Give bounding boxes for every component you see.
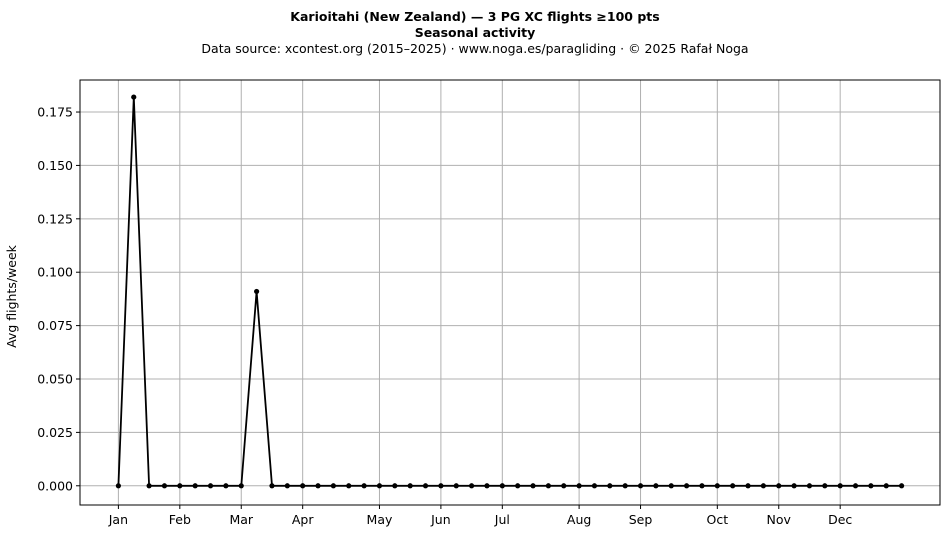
x-tick-label: Apr [292, 512, 314, 527]
data-point [591, 483, 598, 489]
data-point [515, 483, 521, 489]
data-point [530, 483, 536, 489]
x-axis-ticks: Jan Feb Mar Apr May Jun Jul Aug Sep Oct Nov Dec [108, 505, 852, 527]
x-tick-label: May [367, 512, 393, 527]
y-tick-label: 0.125 [37, 211, 73, 226]
data-point [791, 483, 797, 489]
data-point [806, 483, 813, 489]
chart-title: Karioitahi (New Zealand) — 3 PG XC fligh… [290, 9, 660, 24]
data-point [760, 483, 766, 489]
data-point [469, 483, 475, 489]
y-tick-label: 0.075 [37, 318, 73, 333]
series-points [115, 94, 905, 489]
data-point [300, 483, 306, 489]
x-tick-label: Feb [169, 512, 191, 527]
y-tick-label: 0.050 [37, 371, 73, 386]
data-point [177, 483, 183, 489]
data-point [438, 483, 444, 489]
grid-lines [80, 80, 940, 505]
data-point [146, 483, 152, 489]
data-point [561, 483, 567, 489]
data-point [223, 483, 229, 489]
data-point [207, 483, 214, 489]
data-point [192, 483, 198, 489]
data-point [499, 483, 505, 489]
data-point [699, 483, 705, 489]
x-tick-label: Jan [108, 512, 128, 527]
data-point [745, 483, 751, 489]
x-tick-label: Nov [767, 512, 792, 527]
data-point [269, 483, 275, 489]
data-point [115, 483, 121, 489]
data-point [330, 483, 336, 489]
x-tick-label: Sep [629, 512, 653, 527]
data-point [315, 483, 321, 489]
data-point [607, 483, 613, 489]
x-tick-label: Oct [707, 512, 729, 527]
data-point [868, 483, 874, 489]
data-point [576, 483, 582, 489]
data-point [453, 483, 459, 489]
data-point [899, 483, 905, 489]
plot-frame [79, 79, 941, 506]
y-axis-ticks: 0.000 0.025 0.050 0.075 0.100 0.125 0.150 0.175 [37, 105, 80, 493]
y-tick-label: 0.025 [37, 425, 73, 440]
x-tick-label: Jul [494, 512, 510, 527]
data-point [668, 483, 674, 489]
data-point [407, 483, 413, 489]
data-point [883, 483, 889, 489]
data-point [238, 483, 244, 489]
data-point [422, 483, 429, 489]
data-point [852, 483, 859, 489]
data-point [684, 483, 690, 489]
data-point [161, 483, 168, 489]
y-tick-label: 0.000 [37, 478, 73, 493]
data-point [637, 483, 644, 489]
chart-source-note: Data source: xcontest.org (2015–2025) · … [201, 41, 749, 56]
data-point [653, 483, 659, 489]
data-point [361, 483, 367, 489]
y-tick-label: 0.175 [37, 105, 73, 120]
data-point [254, 288, 260, 295]
data-point [822, 483, 828, 489]
data-point [730, 483, 736, 489]
x-tick-label: Dec [828, 512, 852, 527]
x-tick-label: Mar [229, 512, 253, 527]
y-axis-label: Avg flights/week [4, 244, 19, 348]
data-point [714, 483, 720, 489]
data-point [837, 483, 843, 489]
y-tick-label: 0.150 [37, 158, 73, 173]
data-point [545, 483, 551, 489]
data-point [284, 483, 290, 489]
chart-subtitle: Seasonal activity [414, 25, 536, 40]
data-point [131, 94, 137, 100]
data-point [622, 483, 628, 489]
data-point [376, 483, 383, 489]
series-polyline [117, 96, 902, 487]
x-tick-label: Jun [430, 512, 451, 527]
data-point [392, 483, 398, 489]
chart-title-block: Karioitahi (New Zealand) — 3 PG XC fligh… [0, 9, 950, 57]
x-tick-label: Aug [567, 512, 591, 527]
data-point [346, 483, 352, 489]
y-tick-label: 0.100 [37, 265, 73, 280]
series-line [117, 96, 902, 487]
data-point [484, 483, 490, 489]
data-point [776, 483, 782, 489]
